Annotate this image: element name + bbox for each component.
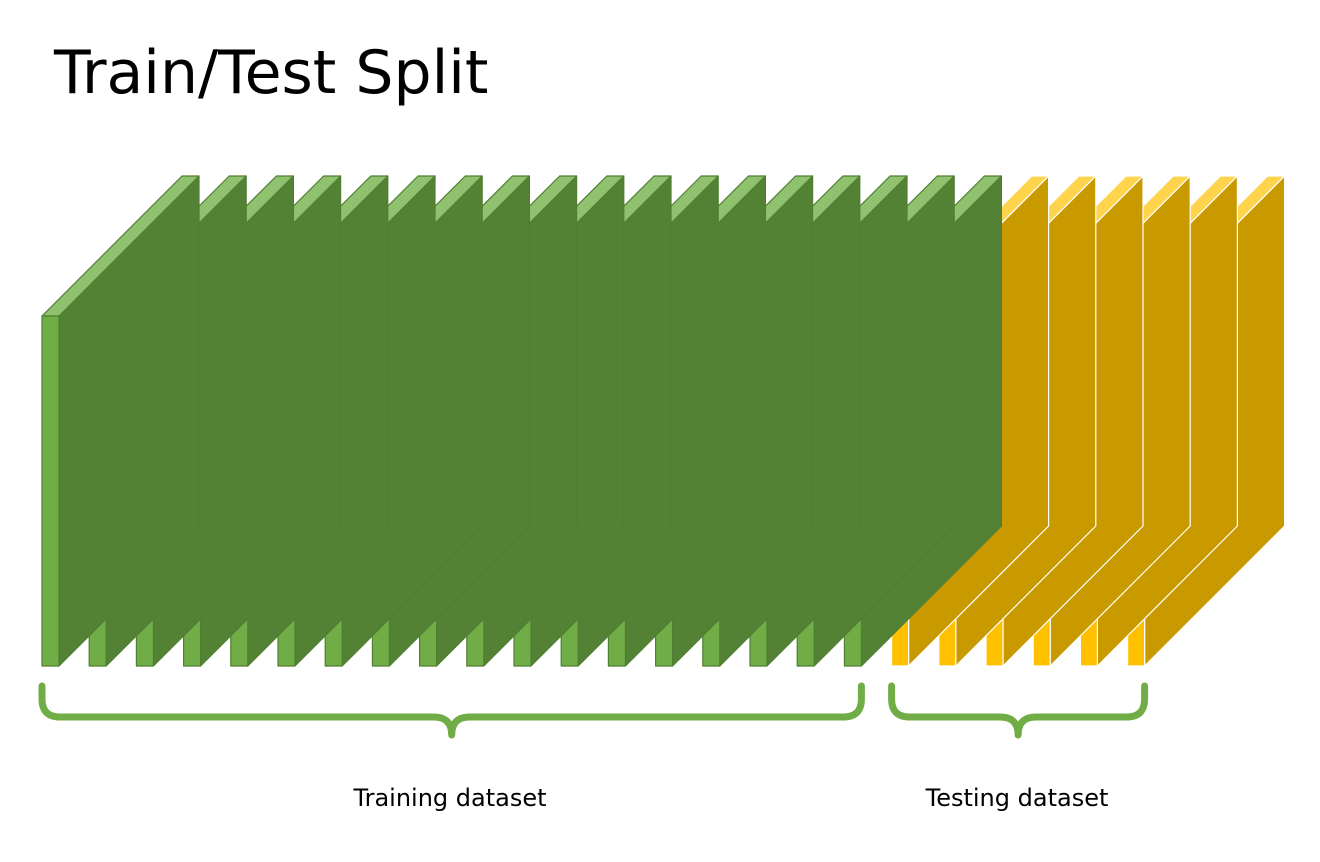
testing-dataset-label: Testing dataset <box>925 784 1109 812</box>
testing-brace <box>888 682 1149 739</box>
page-title: Train/Test Split <box>54 38 489 108</box>
training-slice-front <box>41 315 60 667</box>
training-slice <box>41 175 200 667</box>
training-brace <box>38 682 865 739</box>
training-dataset-label: Training dataset <box>353 784 547 812</box>
dataset-slices <box>41 175 1286 667</box>
